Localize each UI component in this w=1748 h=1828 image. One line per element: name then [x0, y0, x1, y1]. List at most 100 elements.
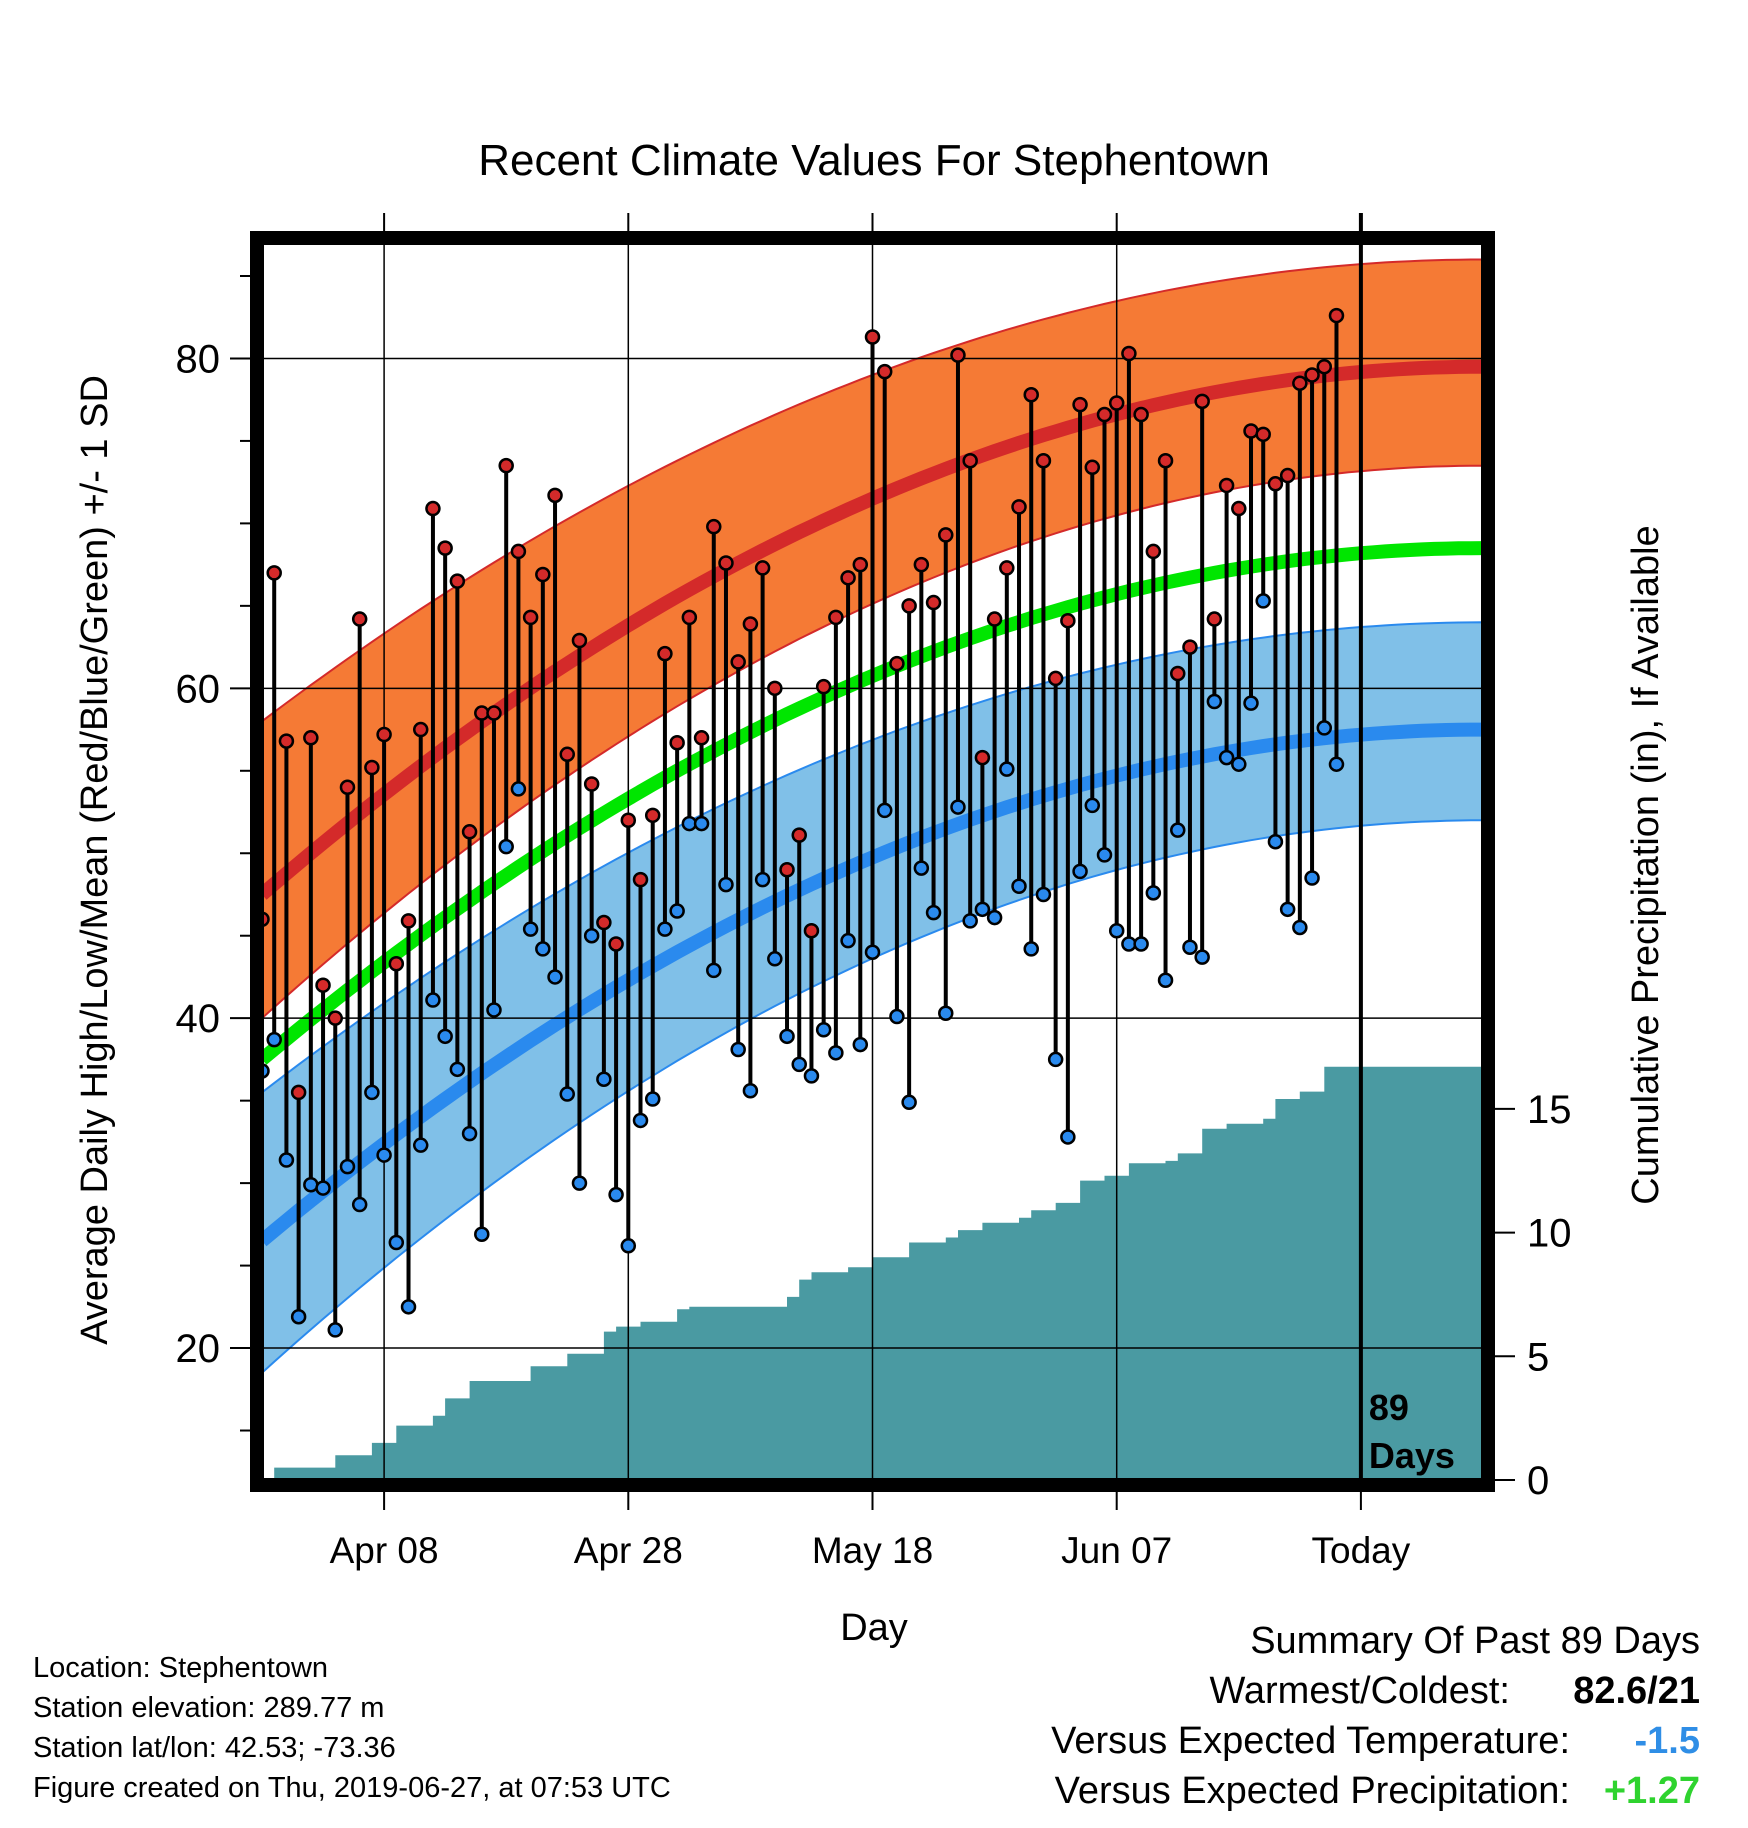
- y-left-tick-label: 40: [176, 997, 221, 1041]
- daily-high-point: [754, 560, 771, 576]
- daily-high-point: [315, 977, 331, 993]
- day-count-number: 89: [1369, 1387, 1409, 1428]
- daily-high-point: [864, 329, 881, 345]
- daily-low-point: [449, 1061, 466, 1078]
- daily-low-point: [1304, 870, 1320, 886]
- daily-low-point: [1060, 1129, 1076, 1145]
- daily-high-point: [364, 759, 380, 776]
- x-axis-label: Day: [840, 1607, 908, 1649]
- daily-low-point: [351, 1196, 368, 1213]
- daily-high-point: [376, 726, 392, 743]
- daily-high-point: [1243, 423, 1259, 439]
- daily-low-point: [876, 802, 893, 819]
- daily-low-point: [290, 1308, 307, 1325]
- daily-high-point: [681, 609, 698, 626]
- daily-high-point: [840, 570, 856, 586]
- daily-low-point: [522, 921, 539, 937]
- daily-high-point: [303, 730, 319, 746]
- daily-low-point: [791, 1056, 807, 1073]
- daily-low-point: [1072, 863, 1088, 880]
- daily-high-point: [1011, 499, 1027, 515]
- daily-low-point: [1194, 949, 1210, 965]
- daily-high-point: [669, 734, 685, 751]
- daily-low-point: [339, 1158, 356, 1175]
- summary-heading-row: Summary Of Past 89 Days: [700, 1620, 1700, 1670]
- daily-high-point: [498, 457, 514, 474]
- daily-high-point: [388, 956, 405, 972]
- daily-low-point: [412, 1137, 429, 1153]
- daily-high-point: [925, 594, 942, 611]
- daily-low-point: [376, 1147, 392, 1163]
- precip-vs-expected-value: +1.27: [1603, 1770, 1700, 1812]
- daily-low-point: [718, 876, 734, 893]
- daily-high-point: [1279, 467, 1296, 484]
- daily-low-point: [559, 1086, 575, 1102]
- daily-high-point: [828, 609, 844, 626]
- daily-high-point: [522, 609, 539, 626]
- daily-low-point: [1011, 878, 1027, 894]
- daily-high-point: [1145, 543, 1162, 560]
- daily-low-point: [437, 1028, 453, 1045]
- daily-low-point: [620, 1238, 637, 1254]
- plot-content: [262, 243, 1483, 1480]
- x-tick-label: Apr 28: [574, 1530, 683, 1571]
- summary-panel: Summary Of Past 89 Days Warmest/Coldest:…: [700, 1620, 1700, 1820]
- y-axis-left-label: Average Daily High/Low/Mean (Red/Blue/Gr…: [74, 375, 116, 1345]
- daily-high-point: [986, 611, 1003, 627]
- y-right-tick-label: 10: [1527, 1212, 1572, 1256]
- daily-low-point: [1108, 923, 1125, 939]
- chart-title: Recent Climate Values For Stephentown: [478, 136, 1270, 185]
- y-left-tick-label: 20: [176, 1327, 221, 1371]
- daily-high-point: [657, 645, 673, 662]
- x-tick-label: Today: [1312, 1530, 1411, 1571]
- daily-low-point: [510, 781, 527, 797]
- daily-low-point: [925, 904, 942, 921]
- daily-low-point: [1133, 936, 1149, 952]
- daily-low-point: [425, 992, 441, 1008]
- daily-low-point: [1218, 749, 1235, 766]
- daily-high-point: [1170, 665, 1186, 682]
- daily-high-point: [1328, 307, 1345, 324]
- latlon-text: Station lat/lon: 42.53; -73.36: [33, 1732, 396, 1764]
- daily-high-point: [706, 518, 722, 535]
- daily-low-point: [1035, 886, 1052, 903]
- daily-high-point: [400, 913, 417, 929]
- daily-low-point: [1096, 847, 1113, 863]
- daily-low-point: [1316, 720, 1333, 736]
- daily-low-point: [1170, 822, 1186, 838]
- daily-high-point: [1304, 367, 1320, 383]
- x-tick-label: Apr 08: [330, 1530, 439, 1571]
- daily-low-point: [1328, 756, 1345, 772]
- daily-low-point: [889, 1008, 905, 1025]
- daily-low-point: [1292, 919, 1308, 936]
- daily-low-point: [644, 1091, 661, 1107]
- daily-high-point: [1292, 375, 1308, 391]
- daily-low-point: [1084, 797, 1101, 814]
- daily-low-point: [999, 761, 1015, 777]
- daily-low-point: [1206, 693, 1223, 710]
- daily-low-point: [864, 944, 881, 960]
- daily-low-point: [1255, 593, 1271, 609]
- daily-low-point: [657, 921, 673, 937]
- daily-high-point: [1194, 393, 1210, 410]
- daily-low-point: [913, 860, 930, 876]
- daily-low-point: [583, 927, 600, 944]
- daily-low-point: [498, 838, 514, 855]
- daily-high-point: [852, 556, 869, 573]
- daily-low-point: [596, 1071, 612, 1087]
- daily-high-point: [583, 776, 600, 792]
- daily-high-point: [1023, 386, 1039, 403]
- daily-low-point: [974, 901, 991, 918]
- daily-high-point: [1047, 670, 1064, 687]
- daily-high-point: [1255, 426, 1271, 443]
- daily-high-point: [1084, 459, 1101, 476]
- daily-low-point: [303, 1177, 319, 1193]
- daily-low-point: [852, 1036, 869, 1053]
- daily-high-point: [449, 573, 466, 589]
- daily-high-point: [327, 1010, 344, 1026]
- daily-low-point: [730, 1041, 746, 1058]
- elevation-text: Station elevation: 289.77 m: [33, 1692, 385, 1724]
- daily-high-point: [1035, 452, 1052, 469]
- daily-high-point: [351, 611, 368, 627]
